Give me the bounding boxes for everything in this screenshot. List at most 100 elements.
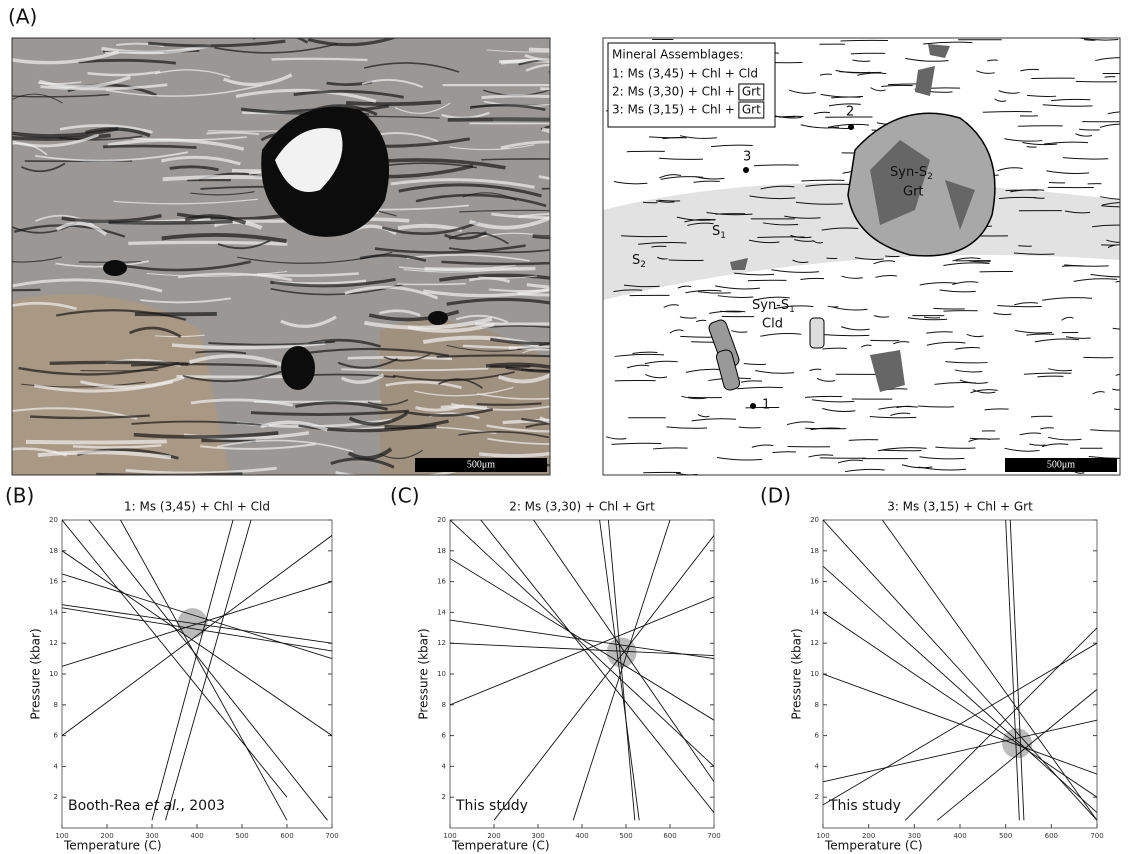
y-tick-label: 4 (54, 762, 59, 770)
y-axis-label: Pressure (kbar) (417, 628, 431, 719)
foliation-stroke (1050, 98, 1091, 102)
foliation-stroke (952, 257, 981, 262)
foliation-stroke (613, 181, 648, 185)
foliation-stroke (1115, 373, 1120, 376)
texture (55, 260, 150, 268)
foliation-stroke (687, 222, 714, 226)
foliation-stroke (926, 341, 966, 346)
texture (293, 89, 404, 99)
foliation-stroke (790, 234, 812, 239)
foliation-stroke (611, 442, 662, 445)
foliation-stroke (762, 222, 799, 226)
reaction-lines (62, 520, 332, 821)
foliation-stroke (816, 378, 836, 382)
texture (526, 282, 550, 289)
foliation-stroke (751, 444, 774, 448)
texture (184, 214, 247, 225)
texture (55, 309, 187, 321)
x-tick-label: 700 (1090, 832, 1103, 840)
scale-label: 500μm (1047, 459, 1075, 470)
foliation-stroke (666, 426, 708, 429)
y-tick-label: 10 (49, 670, 58, 678)
foliation-stroke (987, 59, 998, 62)
annotation: This study (455, 798, 528, 814)
legend-boxed: Grt (742, 103, 761, 117)
texture (341, 367, 489, 372)
texture (468, 215, 550, 230)
texture (146, 270, 288, 277)
texture (12, 93, 63, 104)
foliation-stroke (657, 256, 668, 260)
foliation-stroke (753, 296, 790, 301)
texture (270, 277, 396, 288)
texture (160, 155, 241, 166)
foliation-stroke (658, 199, 681, 202)
texture (280, 315, 337, 328)
texture (105, 84, 263, 97)
reaction-line (450, 596, 714, 706)
foliation-stroke (821, 227, 859, 231)
texture (208, 340, 335, 346)
foliation-stroke (773, 305, 814, 310)
texture (481, 94, 550, 100)
y-tick-label: 18 (49, 547, 58, 555)
texture (548, 52, 550, 57)
texture (72, 444, 162, 449)
reaction-line (936, 689, 1097, 821)
texture (12, 278, 163, 293)
texture (169, 165, 219, 172)
foliation-stroke (717, 295, 754, 298)
reaction-line (823, 719, 1097, 783)
foliation-stroke (1092, 224, 1120, 228)
texture (113, 198, 258, 205)
foliation-stroke (1004, 447, 1040, 452)
reaction-line (904, 627, 1097, 821)
cld-label: Syn-S1 (752, 298, 795, 315)
foliation-stroke (841, 275, 863, 279)
texture (214, 42, 338, 54)
foliation-stroke (1018, 245, 1032, 247)
foliation-stroke (659, 174, 682, 179)
x-tick-label: 200 (100, 832, 113, 840)
texture (344, 285, 439, 300)
texture (459, 209, 550, 213)
texture (40, 83, 168, 91)
foliation-stroke (614, 353, 665, 357)
foliation-stroke (1107, 111, 1120, 115)
texture (458, 431, 550, 439)
y-tick-label: 6 (815, 732, 820, 740)
texture (476, 402, 542, 406)
foliation-stroke (869, 415, 917, 419)
reaction-line (151, 520, 234, 821)
foliation-stroke (1112, 327, 1120, 330)
foliation-stroke (801, 179, 845, 182)
texture (539, 416, 550, 424)
reaction-line (480, 520, 714, 813)
foliation-stroke (771, 269, 820, 273)
foliation-stroke (813, 111, 830, 115)
foliation-stroke (697, 291, 731, 294)
texture (462, 192, 517, 201)
chart-title: 2: Ms (3,30) + Chl + Grt (509, 500, 655, 514)
foliation-stroke (857, 72, 887, 76)
texture (55, 221, 108, 236)
x-tick-label: 300 (908, 832, 921, 840)
foliation-stroke (923, 316, 941, 319)
foliation-stroke (997, 304, 1042, 308)
x-tick-label: 400 (953, 832, 966, 840)
texture (189, 354, 289, 369)
y-tick-label: 4 (442, 762, 447, 770)
texture (271, 57, 368, 62)
texture (12, 256, 62, 263)
foliation-stroke (693, 180, 720, 183)
texture (479, 232, 550, 238)
legend-title: Mineral Assemblages: (612, 48, 744, 62)
foliation-stroke (1100, 196, 1120, 200)
foliation-stroke (669, 329, 684, 334)
plot-frame (822, 519, 1098, 829)
y-tick-label: 14 (49, 608, 58, 616)
reaction-line (62, 535, 332, 736)
texture (505, 366, 550, 374)
reaction-line (572, 520, 671, 821)
foliation-stroke (677, 285, 692, 289)
